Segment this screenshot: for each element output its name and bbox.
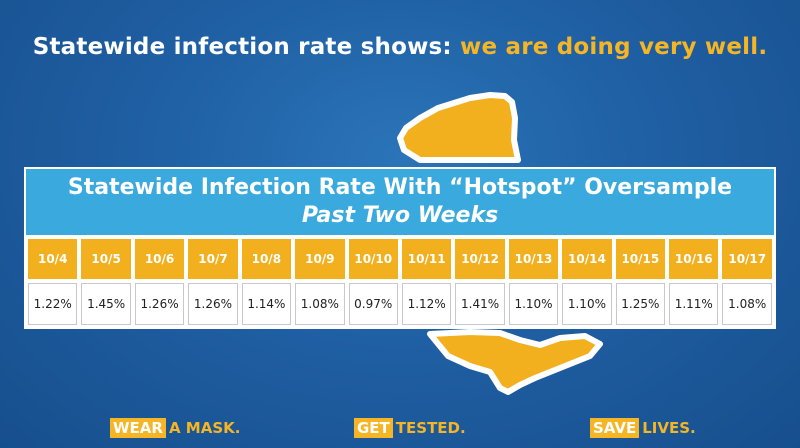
rate-cell: 1.10% (508, 283, 559, 325)
date-cell: 10/17 (722, 239, 772, 279)
date-row: 10/4 10/5 10/6 10/7 10/8 10/9 10/10 10/11 10/12 1… (28, 239, 772, 279)
date-cell: 10/16 (669, 239, 719, 279)
date-cell: 10/8 (241, 239, 292, 279)
date-cell: 10/14 (562, 239, 612, 279)
rate-cell: 0.97% (348, 283, 398, 325)
rate-cell: 1.25% (615, 283, 666, 325)
date-cell: 10/10 (348, 239, 398, 279)
rate-cell: 1.12% (401, 283, 452, 325)
footer-wear-tag: WEAR (110, 418, 166, 438)
footer-save-tag: SAVE (590, 418, 640, 438)
rate-cell: 1.45% (81, 283, 131, 325)
rate-cell: 1.08% (295, 283, 345, 325)
headline: Statewide infection rate shows: we are d… (0, 34, 800, 60)
rate-cell: 1.26% (188, 283, 238, 325)
footer-get-text: TESTED. (395, 419, 466, 437)
footer-get-tag: GET (354, 418, 393, 438)
state-outline-upper (397, 92, 521, 163)
date-cell: 10/12 (455, 239, 505, 279)
date-cell: 10/6 (134, 239, 185, 279)
footer-wear-mask: WEAR A MASK. (110, 418, 241, 438)
footer-get-tested: GET TESTED. (354, 418, 466, 438)
date-cell: 10/5 (81, 239, 131, 279)
footer-save-lives: SAVE LIVES. (590, 418, 696, 438)
rate-cell: 1.22% (28, 283, 78, 325)
rate-cell: 1.26% (134, 283, 185, 325)
footer-save-text: LIVES. (642, 419, 696, 437)
date-cell: 10/9 (295, 239, 345, 279)
footer-wear-text: A MASK. (168, 419, 241, 437)
table-title-bar: Statewide Infection Rate With “Hotspot” … (24, 167, 776, 237)
date-cell: 10/13 (508, 239, 559, 279)
table-subtitle: Past Two Weeks (301, 203, 499, 228)
date-cell: 10/15 (615, 239, 666, 279)
rate-cell: 1.14% (241, 283, 292, 325)
rate-cell: 1.41% (455, 283, 505, 325)
date-cell: 10/4 (28, 239, 78, 279)
headline-highlight: we are doing very well. (460, 34, 768, 60)
rate-cell: 1.11% (669, 283, 719, 325)
table-title: Statewide Infection Rate With “Hotspot” … (67, 175, 733, 200)
date-cell: 10/7 (188, 239, 238, 279)
infection-rate-panel: Statewide Infection Rate With “Hotspot” … (24, 167, 776, 329)
rate-cell: 1.08% (722, 283, 772, 325)
rate-cell: 1.10% (562, 283, 612, 325)
headline-lead: Statewide infection rate shows: (32, 34, 452, 60)
date-cell: 10/11 (401, 239, 452, 279)
rate-row: 1.22% 1.45% 1.26% 1.26% 1.14% 1.08% 0.97% 1.12%… (28, 283, 772, 325)
infection-rate-table: 10/4 10/5 10/6 10/7 10/8 10/9 10/10 10/11 10/12 1… (24, 239, 776, 325)
state-outline-lower (427, 329, 603, 395)
